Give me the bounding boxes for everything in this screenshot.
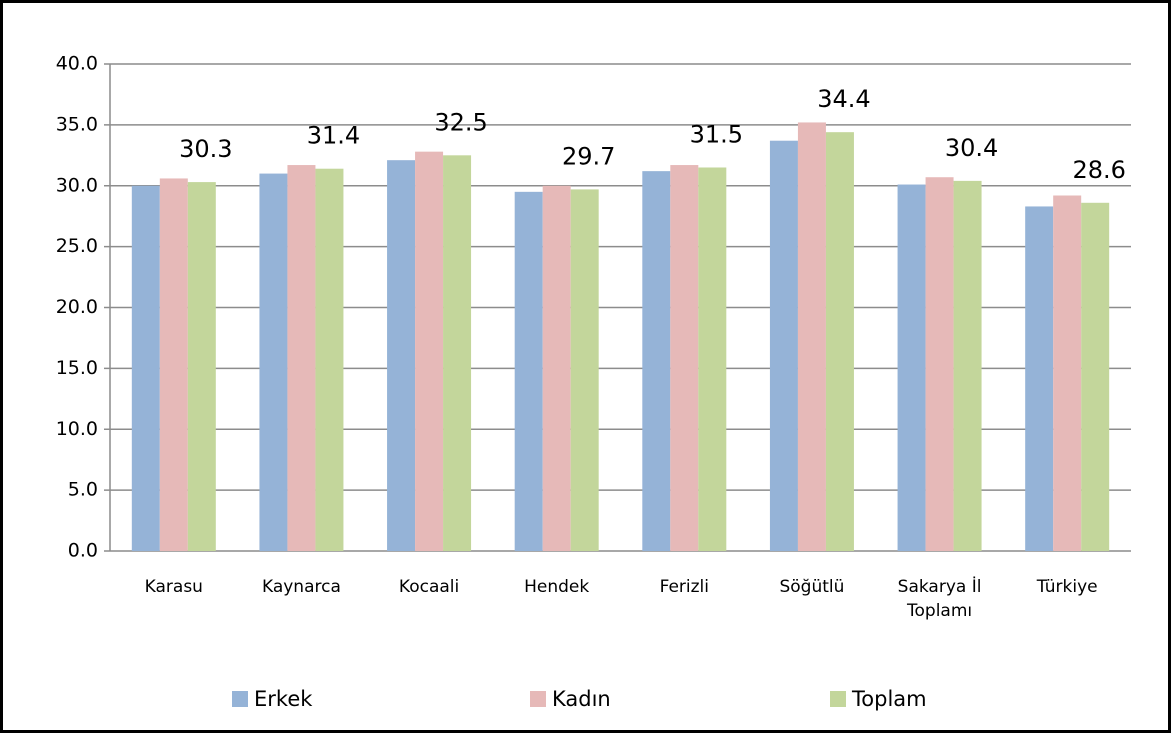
x-tick-label: Kocaali — [398, 577, 460, 597]
bar — [698, 167, 727, 552]
y-tick-label: 35.0 — [56, 113, 98, 135]
data-label: 30.4 — [945, 134, 998, 162]
bar — [131, 185, 160, 551]
y-tick-label: 20.0 — [56, 296, 98, 318]
data-label: 32.5 — [434, 108, 487, 136]
bar — [1053, 195, 1082, 552]
bar — [415, 151, 444, 551]
legend-label: Erkek — [254, 687, 313, 711]
legend-swatch — [830, 691, 846, 707]
bar — [315, 168, 344, 551]
x-tick-label: Hendek — [524, 577, 590, 597]
x-tick-label: Karasu — [144, 577, 203, 597]
bar — [570, 189, 599, 551]
y-tick-label: 40.0 — [56, 53, 98, 75]
bar — [259, 173, 288, 551]
x-tick-label: Sakarya İl Toplamı — [897, 577, 982, 621]
data-label: 31.5 — [690, 120, 743, 148]
legend-swatch — [530, 691, 546, 707]
bar — [769, 140, 798, 551]
data-label: 28.6 — [1072, 156, 1125, 184]
y-tick-label: 15.0 — [56, 357, 98, 379]
data-label: 31.4 — [307, 122, 360, 150]
data-label: 30.3 — [179, 135, 232, 163]
bar — [443, 155, 472, 551]
x-tick-label: Kaynarca — [261, 577, 341, 597]
legend-swatch — [232, 691, 248, 707]
bar — [670, 165, 699, 552]
bar — [642, 171, 671, 551]
bar — [925, 177, 954, 552]
data-label: 29.7 — [562, 142, 615, 170]
y-tick-label: 0.0 — [68, 540, 98, 562]
bar — [1081, 202, 1110, 552]
y-tick-label: 10.0 — [56, 418, 98, 440]
bar — [797, 122, 826, 551]
bar — [542, 185, 571, 551]
legend-label: Toplam — [851, 687, 927, 711]
bar — [1025, 206, 1054, 551]
x-tick-label: Söğütlü — [779, 577, 845, 597]
y-tick-label: 30.0 — [56, 174, 98, 196]
bar — [287, 165, 316, 552]
data-label: 34.4 — [817, 85, 870, 113]
y-tick-label: 5.0 — [68, 479, 98, 501]
x-tick-label: Ferizli — [659, 577, 709, 597]
y-tick-label: 25.0 — [56, 235, 98, 257]
bar — [514, 191, 543, 551]
x-tick-label: Türkiye — [1036, 577, 1098, 597]
bar — [825, 132, 854, 551]
chart: 0.0 5.0 10.0 15.0 20.0 25.0 30.0 35.0 40.0 30.3 31… — [56, 53, 1131, 711]
bar — [953, 180, 982, 551]
legend-label: Kadın — [552, 687, 611, 711]
bar — [159, 178, 188, 551]
bar — [387, 160, 416, 551]
bar — [187, 182, 216, 551]
bar — [897, 184, 926, 551]
